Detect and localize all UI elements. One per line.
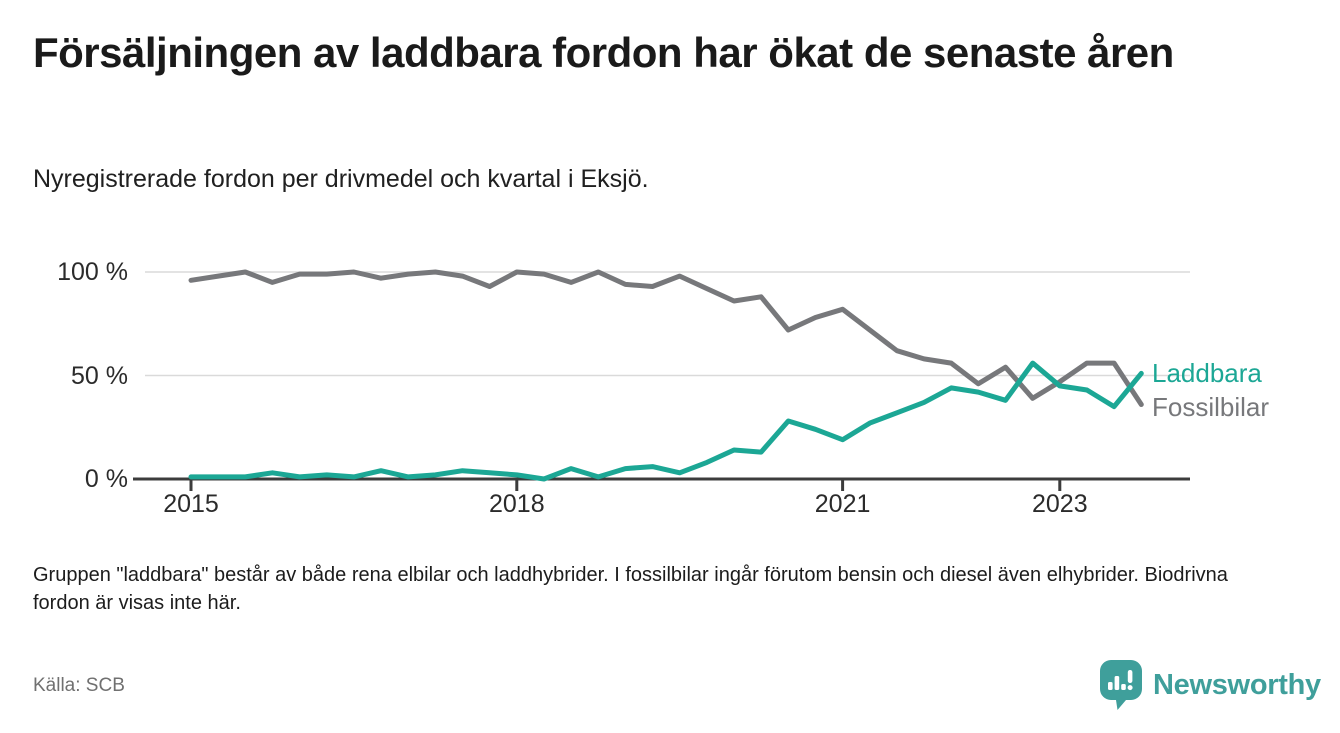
y-axis-tick-label: 0 %	[84, 465, 128, 493]
chart-footnote: Gruppen "laddbara" består av både rena e…	[33, 564, 1228, 614]
page-subtitle: Nyregistrerade fordon per drivmedel och …	[33, 165, 649, 193]
x-axis-tick-label: 2018	[488, 490, 545, 518]
x-axis-tick-label: 2015	[163, 490, 219, 518]
y-axis-tick-label: 100 %	[57, 258, 128, 286]
source-attribution: Källa: SCB	[33, 675, 125, 696]
x-axis-tick-label: 2021	[814, 490, 871, 518]
series-fossilbilar	[188, 269, 1144, 407]
newsworthy-badge-icon	[1100, 660, 1142, 710]
series-laddbara	[188, 360, 1144, 482]
legend-label-laddbara: Laddbara	[1152, 358, 1262, 389]
page-title: Försäljningen av laddbara fordon har öka…	[33, 29, 1174, 76]
newsworthy-brand: Newsworthy	[1099, 659, 1321, 711]
y-axis-tick-label: 50 %	[71, 361, 128, 390]
x-axis-tick-label: 2023	[1031, 490, 1088, 518]
newsworthy-wordmark: Newsworthy	[1153, 668, 1321, 701]
legend-label-fossilbilar: Fossilbilar	[1152, 392, 1270, 423]
